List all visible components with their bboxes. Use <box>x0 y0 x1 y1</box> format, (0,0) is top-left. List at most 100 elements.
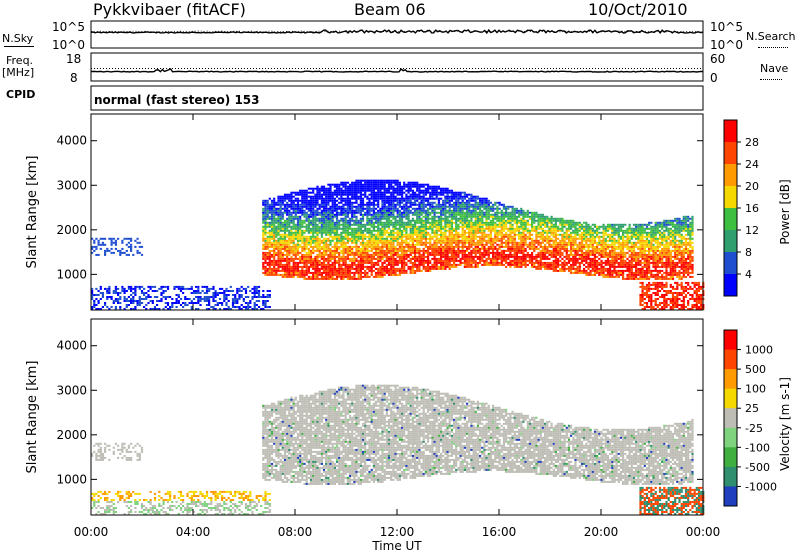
heatmap-cell <box>306 246 308 248</box>
heatmap-cell <box>306 262 308 264</box>
heatmap-cell <box>336 220 338 222</box>
heatmap-cell <box>334 194 336 196</box>
cpid-panel-frame <box>91 86 703 110</box>
heatmap-cell <box>293 210 295 212</box>
heatmap-cell <box>295 254 297 256</box>
heatmap-cell <box>349 232 351 234</box>
heatmap-cell <box>434 242 436 244</box>
heatmap-cell <box>232 290 234 292</box>
heatmap-cell <box>345 270 347 272</box>
heatmap-cell <box>347 272 349 274</box>
heatmap-cell <box>384 194 386 196</box>
heatmap-cell <box>399 260 401 262</box>
heatmap-cell <box>362 246 364 248</box>
heatmap-cell <box>325 270 327 272</box>
heatmap-cell <box>355 250 357 252</box>
heatmap-cell <box>395 236 397 238</box>
heatmap-cell <box>355 234 357 236</box>
heatmap-cell <box>453 194 455 196</box>
heatmap-cell <box>408 250 410 252</box>
heatmap-cell <box>286 272 288 274</box>
heatmap-cell <box>490 242 492 244</box>
heatmap-cell <box>288 266 290 268</box>
heatmap-cell <box>410 226 412 228</box>
heatmap-cell <box>473 212 475 214</box>
heatmap-cell <box>325 218 327 220</box>
heatmap-cell <box>219 288 221 290</box>
heatmap-cell <box>264 260 266 262</box>
heatmap-cell <box>256 288 258 290</box>
heatmap-cell <box>342 200 344 202</box>
heatmap-cell <box>408 212 410 214</box>
heatmap-cell <box>368 198 370 200</box>
heatmap-cell <box>329 270 331 272</box>
heatmap-cell <box>345 238 347 240</box>
heatmap-cell <box>301 190 303 192</box>
heatmap-cell <box>351 266 353 268</box>
heatmap-cell <box>323 270 325 272</box>
heatmap-cell <box>421 228 423 230</box>
heatmap-cell <box>516 222 518 224</box>
heatmap-cell <box>273 268 275 270</box>
heatmap-cell <box>321 278 323 280</box>
heatmap-cell <box>375 252 377 254</box>
heatmap-cell <box>329 274 331 276</box>
heatmap-cell <box>377 256 379 258</box>
heatmap-cell <box>392 238 394 240</box>
heatmap-cell <box>447 200 449 202</box>
heatmap-cell <box>167 304 169 306</box>
heatmap-cell <box>245 288 247 290</box>
heatmap-cell <box>288 268 290 270</box>
heatmap-cell <box>412 184 414 186</box>
heatmap-cell <box>282 212 284 214</box>
heatmap-cell <box>460 252 462 254</box>
heatmap-cell <box>429 196 431 198</box>
heatmap-cell <box>286 262 288 264</box>
heatmap-cell <box>368 180 370 182</box>
heatmap-cell <box>418 258 420 260</box>
heatmap-cell <box>295 230 297 232</box>
heatmap-cell <box>368 218 370 220</box>
heatmap-cell <box>509 230 511 232</box>
heatmap-cell <box>481 220 483 222</box>
heatmap-cell <box>264 244 266 246</box>
heatmap-cell <box>488 204 490 206</box>
heatmap-cell <box>364 214 366 216</box>
heatmap-cell <box>516 228 518 230</box>
heatmap-cell <box>299 200 301 202</box>
heatmap-cell <box>312 214 314 216</box>
heatmap-cell <box>442 232 444 234</box>
heatmap-cell <box>267 290 269 292</box>
heatmap-cell <box>455 250 457 252</box>
heatmap-cell <box>447 210 449 212</box>
heatmap-cell <box>368 276 370 278</box>
heatmap-cell <box>399 214 401 216</box>
heatmap-cell <box>345 276 347 278</box>
heatmap-cell <box>375 196 377 198</box>
heatmap-cell <box>325 220 327 222</box>
heatmap-cell <box>119 252 121 254</box>
heatmap-cell <box>323 242 325 244</box>
heatmap-cell <box>483 224 485 226</box>
heatmap-cell <box>267 262 269 264</box>
heatmap-cell <box>525 250 527 252</box>
heatmap-cell <box>418 266 420 268</box>
heatmap-cell <box>499 252 501 254</box>
heatmap-cell <box>273 210 275 212</box>
heatmap-cell <box>277 200 279 202</box>
heatmap-cell <box>364 252 366 254</box>
heatmap-cell <box>483 206 485 208</box>
heatmap-cell <box>522 254 524 256</box>
heatmap-cell <box>355 242 357 244</box>
heatmap-cell <box>314 216 316 218</box>
heatmap-cell <box>401 230 403 232</box>
heatmap-cell <box>366 242 368 244</box>
heatmap-cell <box>327 256 329 258</box>
heatmap-cell <box>377 258 379 260</box>
heatmap-cell <box>271 232 273 234</box>
heatmap-cell <box>297 250 299 252</box>
heatmap-cell <box>301 206 303 208</box>
heatmap-cell <box>494 208 496 210</box>
heatmap-cell <box>449 216 451 218</box>
heatmap-cell <box>362 204 364 206</box>
